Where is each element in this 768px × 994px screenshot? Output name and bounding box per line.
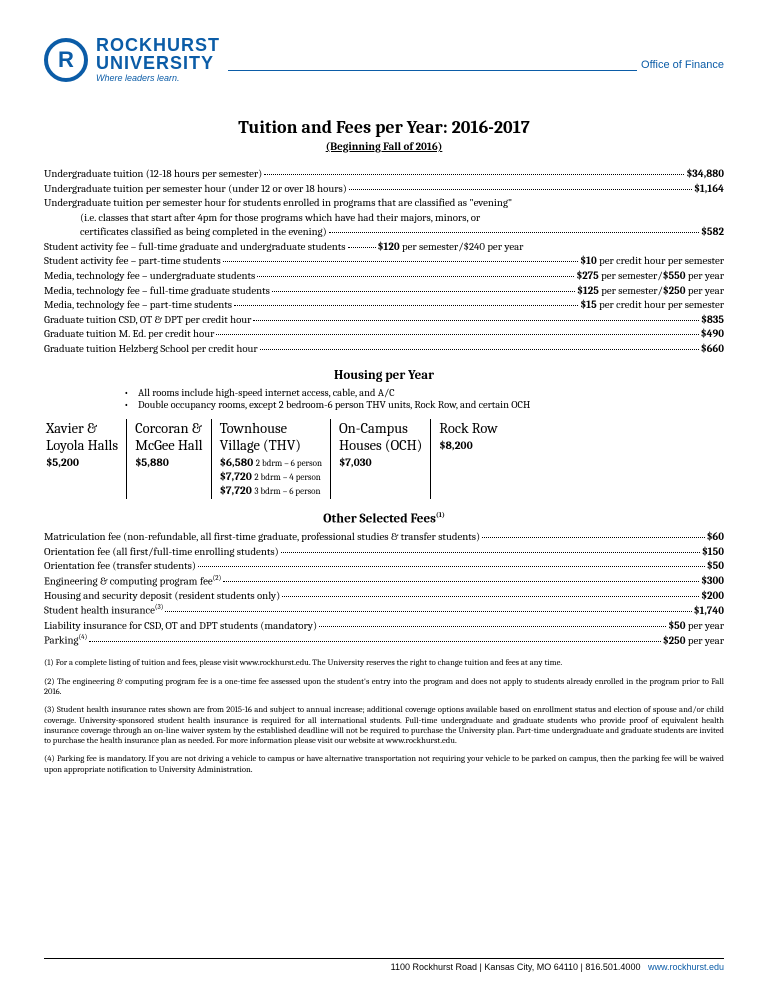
fee-row: Orientation fee (all first/full-time enr…: [44, 545, 724, 560]
housing-grid: Xavier &Loyola Halls$5,200Corcoran &McGe…: [44, 419, 724, 498]
footnote: (4) Parking fee is mandatory. If you are…: [44, 754, 724, 775]
page-subtitle: (Beginning Fall of 2016): [44, 140, 724, 153]
other-fees-heading: Other Selected Fees(1): [44, 511, 724, 526]
fee-row: Student activity fee – full-time graduat…: [44, 240, 724, 255]
brand-name-1: ROCKHURST: [96, 36, 220, 54]
logo-text: ROCKHURST UNIVERSITY Where leaders learn…: [96, 36, 220, 83]
fee-row: Housing and security deposit (resident s…: [44, 589, 724, 604]
footnote: (3) Student health insurance rates shown…: [44, 705, 724, 746]
fee-row: (i.e. classes that start after 4pm for t…: [44, 211, 724, 226]
footnote: (2) The engineering & computing program …: [44, 677, 724, 698]
bullet-item: •All rooms include high-speed internet a…: [124, 387, 724, 399]
footer: 1100 Rockhurst Road | Kansas City, MO 64…: [44, 958, 724, 972]
housing-option: Xavier &Loyola Halls$5,200: [44, 419, 127, 498]
fee-row: Undergraduate tuition per semester hour …: [44, 182, 724, 197]
fee-row: Graduate tuition M. Ed. per credit hour$…: [44, 327, 724, 342]
fee-row: Media, technology fee – part-time studen…: [44, 298, 724, 313]
housing-option: Corcoran &McGee Hall$5,880: [127, 419, 212, 498]
fee-row: Media, technology fee – undergraduate st…: [44, 269, 724, 284]
footnote: (1) For a complete listing of tuition an…: [44, 658, 724, 668]
fee-row: Matriculation fee (non-refundable, all f…: [44, 530, 724, 545]
footer-url: www.rockhurst.edu: [648, 962, 724, 972]
tuition-fee-list: Undergraduate tuition (12-18 hours per s…: [44, 167, 724, 356]
fee-row: Graduate tuition CSD, OT & DPT per credi…: [44, 313, 724, 328]
fee-row: Parking(4)$250 per year: [44, 633, 724, 648]
logo: R ROCKHURST UNIVERSITY Where leaders lea…: [44, 36, 220, 83]
housing-heading: Housing per Year: [44, 368, 724, 383]
other-fees-list: Matriculation fee (non-refundable, all f…: [44, 530, 724, 648]
fee-row: Undergraduate tuition (12-18 hours per s…: [44, 167, 724, 182]
page-title: Tuition and Fees per Year: 2016-2017: [44, 117, 724, 138]
housing-option: On-CampusHouses (OCH)$7,030: [331, 419, 431, 498]
fee-row: Undergraduate tuition per semester hour …: [44, 196, 724, 211]
fee-row: certificates classified as being complet…: [44, 225, 724, 240]
brand-name-2: UNIVERSITY: [96, 54, 220, 72]
office-label: Office of Finance: [641, 59, 724, 71]
fee-row: Student activity fee – part-time student…: [44, 254, 724, 269]
fee-row: Graduate tuition Helzberg School per cre…: [44, 342, 724, 357]
fee-row: Engineering & computing program fee(2)$3…: [44, 574, 724, 589]
fee-row: Orientation fee (transfer students)$50: [44, 559, 724, 574]
fee-row: Media, technology fee – full-time gradua…: [44, 284, 724, 299]
housing-option: TownhouseVillage (THV)$6,580 2 bdrm – 6 …: [212, 419, 331, 498]
page: R ROCKHURST UNIVERSITY Where leaders lea…: [0, 0, 768, 994]
footer-address: 1100 Rockhurst Road | Kansas City, MO 64…: [391, 962, 641, 972]
header: R ROCKHURST UNIVERSITY Where leaders lea…: [44, 36, 724, 83]
brand-tagline: Where leaders learn.: [96, 74, 220, 83]
housing-option: Rock Row$8,200: [431, 419, 505, 498]
header-rule: Office of Finance: [228, 36, 724, 73]
housing-bullets: •All rooms include high-speed internet a…: [44, 387, 724, 411]
logo-monogram: R: [44, 38, 88, 82]
bullet-item: •Double occupancy rooms, except 2 bedroo…: [124, 399, 724, 411]
fee-row: Student health insurance(3)$1,740: [44, 603, 724, 618]
fee-row: Liability insurance for CSD, OT and DPT …: [44, 619, 724, 634]
footnotes: (1) For a complete listing of tuition an…: [44, 658, 724, 775]
